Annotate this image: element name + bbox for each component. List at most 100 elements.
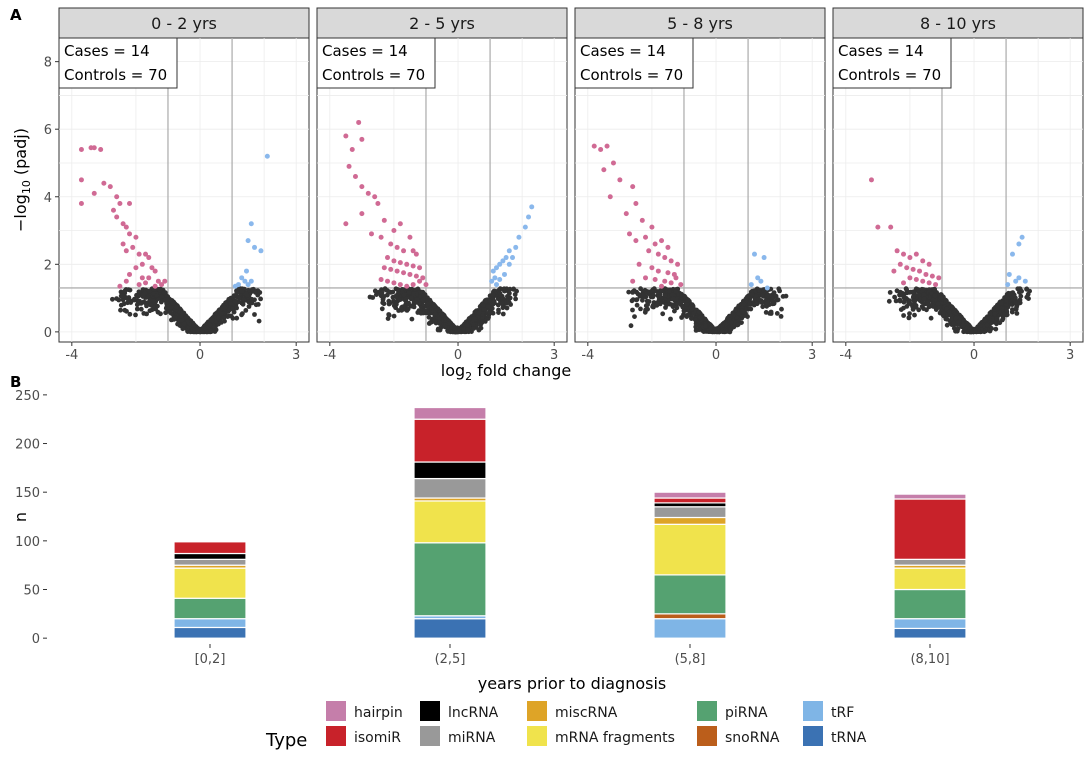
nonsig-point — [937, 305, 942, 310]
legend-label: lncRNA — [448, 705, 499, 721]
sig-down-point — [933, 282, 939, 288]
nonsig-point — [252, 289, 258, 295]
sig-down-point — [123, 224, 129, 230]
bar-segment — [653, 497, 727, 504]
x-tick-label: 3 — [292, 348, 300, 363]
nonsig-point — [904, 287, 909, 292]
nonsig-point — [432, 311, 438, 317]
nonsig-point — [489, 306, 495, 311]
sig-up-point — [264, 153, 270, 159]
nonsig-point — [943, 297, 948, 303]
nonsig-point — [435, 327, 441, 333]
sig-down-point — [617, 177, 623, 183]
nonsig-point — [195, 328, 201, 334]
sig-down-point — [130, 244, 136, 250]
nonsig-point — [741, 301, 747, 307]
nonsig-point — [415, 310, 421, 315]
sig-up-point — [1013, 278, 1019, 284]
x-tick-label: -4 — [323, 348, 336, 363]
nonsig-point — [133, 312, 138, 318]
sig-down-point — [381, 217, 387, 223]
legend-label: snoRNA — [725, 730, 780, 746]
nonsig-point — [1011, 292, 1017, 298]
nonsig-point — [997, 320, 1003, 326]
legend-item: isomiR — [326, 726, 401, 746]
sig-down-point — [630, 184, 636, 190]
sig-down-point — [929, 273, 935, 279]
nonsig-point — [191, 322, 197, 328]
sig-down-point — [907, 255, 913, 261]
sig-down-point — [394, 268, 400, 274]
plot-area — [832, 37, 1084, 343]
nonsig-point — [907, 311, 912, 316]
nonsig-point — [774, 311, 780, 316]
nonsig-point — [907, 301, 913, 306]
nonsig-point — [508, 302, 513, 307]
nonsig-point — [228, 301, 234, 306]
nonsig-point — [749, 292, 755, 297]
facet-strip — [832, 7, 1084, 39]
bar-y-tick-label: 200 — [15, 438, 40, 453]
nonsig-point — [660, 311, 666, 317]
legend-swatch — [326, 726, 346, 746]
nonsig-point — [999, 300, 1004, 306]
cases-label: Cases = 14 — [64, 42, 150, 60]
sig-up-point — [764, 285, 770, 291]
nonsig-point — [158, 311, 163, 317]
nonsig-point — [901, 299, 907, 305]
nonsig-point — [667, 289, 672, 294]
sig-down-point — [401, 270, 407, 276]
bar-segment — [893, 493, 967, 500]
bar-segment — [173, 597, 247, 620]
nonsig-point — [461, 327, 467, 332]
sig-down-point — [936, 275, 942, 281]
x-tick-label: 3 — [808, 348, 816, 363]
sig-down-point — [897, 261, 903, 267]
nonsig-point — [656, 294, 662, 300]
sig-down-point — [636, 261, 642, 267]
sig-up-point — [1006, 271, 1012, 277]
nonsig-point — [231, 293, 237, 298]
nonsig-point — [116, 297, 122, 303]
nonsig-point — [968, 329, 974, 334]
nonsig-point — [774, 297, 780, 303]
sig-down-point — [343, 133, 349, 139]
volcano-y-axis-label: −log10 (padj) — [11, 128, 33, 232]
sig-down-point — [901, 251, 907, 257]
nonsig-point — [658, 288, 664, 293]
nonsig-point — [638, 306, 643, 312]
legend-swatch — [803, 726, 823, 746]
bar-x-tick-label: (5,8] — [675, 652, 706, 667]
bar-segment — [413, 406, 487, 420]
sig-down-point — [101, 180, 107, 186]
nonsig-point — [216, 315, 221, 321]
nonsig-point — [984, 322, 990, 328]
nonsig-point — [778, 314, 784, 319]
nonsig-point — [768, 309, 774, 315]
sig-down-point — [378, 234, 384, 240]
legend-swatch — [420, 701, 440, 721]
sig-down-point — [78, 146, 84, 152]
legend-label: piRNA — [725, 705, 768, 721]
bar-segment — [893, 588, 967, 620]
y-tick-label: 8 — [44, 56, 52, 71]
nonsig-point — [401, 292, 407, 298]
nonsig-point — [886, 298, 892, 304]
nonsig-point — [118, 302, 124, 308]
sig-down-point — [127, 201, 133, 207]
bar-segment — [173, 618, 247, 629]
nonsig-point — [500, 286, 506, 292]
nonsig-point — [394, 301, 399, 307]
sig-down-point — [607, 194, 613, 200]
sig-down-point — [343, 221, 349, 227]
bar-y-axis-label: n — [11, 512, 30, 522]
volcano-y-label-prefix: −log — [11, 194, 30, 232]
bar-segment — [413, 618, 487, 639]
nonsig-point — [180, 310, 185, 316]
x-tick-label: -4 — [581, 348, 594, 363]
sig-up-point — [492, 275, 498, 281]
nonsig-point — [179, 314, 185, 319]
bar-x-tick-label: (8,10] — [910, 652, 949, 667]
legend-label: mRNA fragments — [555, 730, 675, 746]
